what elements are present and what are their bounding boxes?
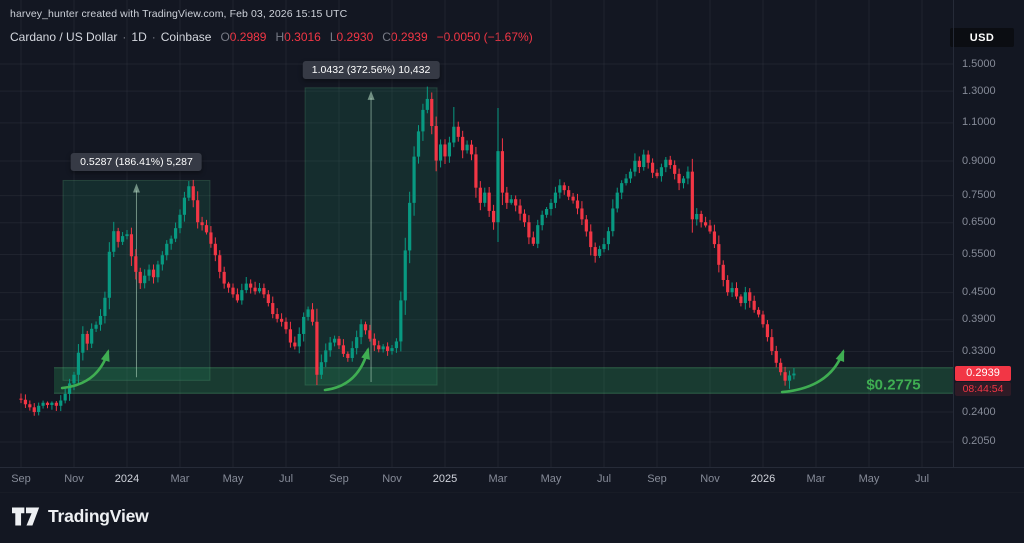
time-axis[interactable]: Sep Nov 2024 Mar May Jul Sep Nov 2025 Mar May Jul Se… bbox=[0, 468, 953, 492]
time-axis-label: Mar bbox=[170, 473, 190, 485]
tradingview-logo-icon[interactable] bbox=[12, 505, 40, 528]
price-tick-label: 0.3900 bbox=[962, 313, 996, 326]
ohlc-low: L0.2930 bbox=[329, 30, 374, 44]
time-axis-label: Jul bbox=[596, 473, 612, 485]
range-measure-label[interactable]: 1.0432 (372.56%) 10,432 bbox=[302, 60, 440, 79]
price-tick-label: 0.6500 bbox=[962, 216, 996, 229]
change-value: −0.0050 (−1.67%) bbox=[436, 30, 533, 44]
price-tick-label: 1.1000 bbox=[962, 116, 996, 129]
time-axis-label: May bbox=[858, 473, 880, 485]
price-tick-label: 1.5000 bbox=[962, 57, 996, 70]
time-axis-label: Nov bbox=[700, 473, 720, 485]
price-tick-label: 0.3300 bbox=[962, 345, 996, 358]
time-axis-label: 2025 bbox=[432, 473, 458, 485]
price-tick-label: 0.7500 bbox=[962, 189, 996, 202]
trend-arrow-drawing[interactable] bbox=[780, 349, 845, 394]
price-tick-label: 1.3000 bbox=[962, 84, 996, 97]
time-axis-label: 2024 bbox=[114, 473, 140, 485]
ohlc-open: O0.2989 bbox=[220, 30, 267, 44]
time-axis-label: 2026 bbox=[750, 473, 776, 485]
price-tick-label: 0.2400 bbox=[962, 405, 996, 418]
ohlc-high: H0.3016 bbox=[275, 30, 321, 44]
time-axis-label: Sep bbox=[11, 473, 31, 485]
time-axis-label: Mar bbox=[488, 473, 508, 485]
time-axis-label: Jul bbox=[278, 473, 294, 485]
support-level-label[interactable]: $0.2775 bbox=[866, 376, 920, 393]
candlestick-series bbox=[19, 86, 796, 416]
trend-arrow-drawing[interactable] bbox=[60, 349, 110, 390]
time-axis-label: Mar bbox=[806, 473, 826, 485]
last-price-badge: 0.2939 bbox=[955, 365, 1011, 381]
price-tick-label: 0.5500 bbox=[962, 248, 996, 261]
tradingview-logo-text[interactable]: TradingView bbox=[48, 505, 149, 526]
grid-lines bbox=[0, 0, 953, 467]
trend-arrow-drawing[interactable] bbox=[323, 347, 370, 392]
range-measure-label[interactable]: 0.5287 (186.41%) 5,287 bbox=[71, 153, 202, 172]
time-axis-label: Sep bbox=[647, 473, 667, 485]
time-axis-label: Nov bbox=[64, 473, 84, 485]
price-tick-label: 0.2050 bbox=[962, 435, 996, 448]
exchange-label: Coinbase bbox=[160, 30, 212, 44]
axis-lines bbox=[0, 0, 1024, 468]
price-tick-label: 0.4500 bbox=[962, 286, 996, 299]
attribution-text: harvey_hunter created with TradingView.c… bbox=[10, 8, 348, 20]
legend-separator: · bbox=[122, 30, 127, 44]
support-band-drawing[interactable]: $0.2775 bbox=[53, 367, 953, 394]
footer-branding: TradingView bbox=[12, 502, 149, 530]
range-box-drawing[interactable] bbox=[62, 179, 211, 381]
ohlc-close: C0.2939 bbox=[382, 30, 428, 44]
legend-separator: · bbox=[151, 30, 156, 44]
interval-label[interactable]: 1D bbox=[131, 30, 147, 44]
currency-toggle-button[interactable]: USD bbox=[950, 28, 1014, 47]
time-axis-label: Nov bbox=[382, 473, 402, 485]
bar-countdown: 08:44:54 bbox=[955, 382, 1011, 397]
price-tick-label: 0.9000 bbox=[962, 154, 996, 167]
symbol-title[interactable]: Cardano / US Dollar bbox=[10, 30, 118, 44]
time-axis-label: May bbox=[222, 473, 244, 485]
price-axis[interactable]: 0.2939 08:44:54 1.5000 1.3000 1.1000 0.9000… bbox=[954, 0, 1024, 467]
time-axis-label: Jul bbox=[914, 473, 930, 485]
chart-legend: Cardano / US Dollar · 1D · Coinbase O0.2… bbox=[10, 30, 533, 44]
time-axis-label: Sep bbox=[329, 473, 349, 485]
time-axis-label: May bbox=[540, 473, 562, 485]
